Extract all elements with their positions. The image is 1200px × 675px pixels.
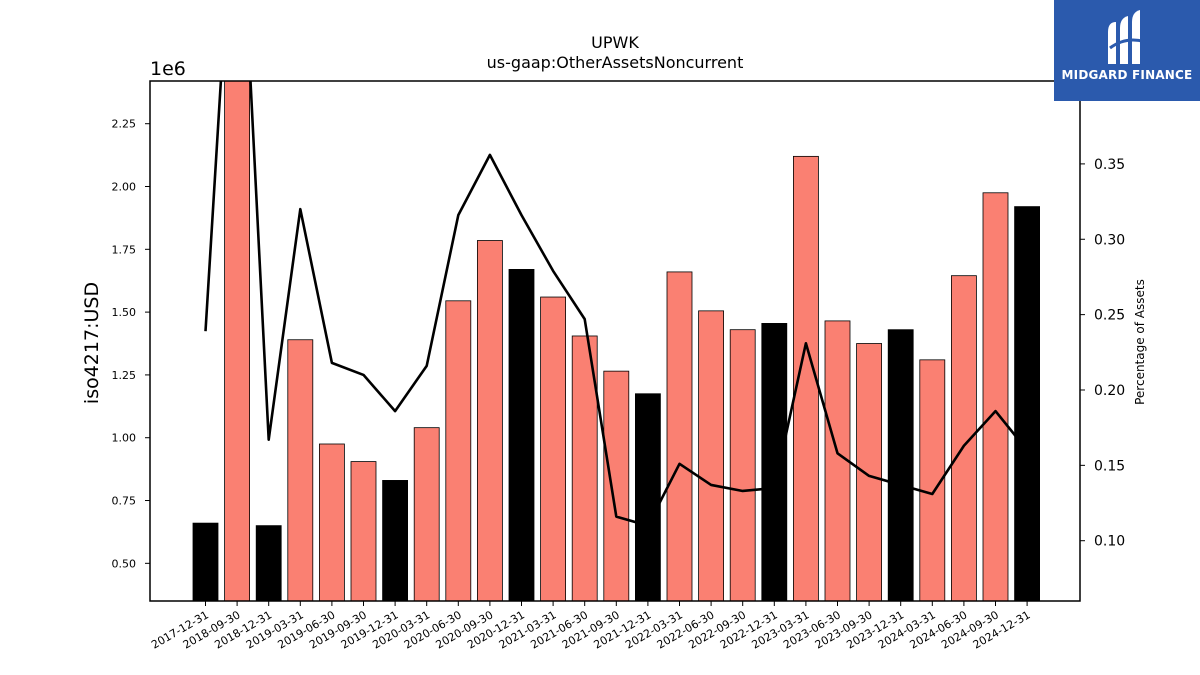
y2-tick-label: 0.20: [1094, 383, 1125, 399]
y-tick-label: 2.00: [112, 181, 137, 194]
y-tick-label: 1.50: [112, 306, 137, 319]
chart-subtitle: us-gaap:OtherAssetsNoncurrent: [487, 53, 744, 72]
bar-2020-06-30: [445, 300, 472, 601]
bar-2024-12-31: [1014, 206, 1040, 601]
bar-2021-12-31: [635, 393, 661, 601]
bar-2021-03-31: [540, 296, 566, 601]
bar-2024-09-30: [982, 192, 1009, 601]
y2-tick-label: 0.30: [1094, 232, 1125, 248]
y-multiplier-label: 1e6: [150, 58, 186, 80]
bar-2020-03-31: [413, 427, 440, 601]
plot-frame: [149, 80, 1081, 602]
bar-2021-09-30: [603, 370, 630, 601]
bar-2020-12-31: [508, 269, 535, 601]
bar-2021-06-30: [571, 335, 598, 601]
y2-axis-label: Percentage of Assets: [1133, 279, 1147, 405]
bar-2022-12-31: [761, 323, 788, 601]
bar-2020-09-30: [476, 240, 503, 601]
bar-2018-09-30: [224, 81, 251, 601]
x-axis: 2017-12-312018-09-302018-12-312019-03-31…: [149, 601, 1033, 652]
bar-2019-09-30: [350, 461, 377, 601]
midgard-logo-icon: [1108, 10, 1147, 64]
y2-tick-label: 0.25: [1094, 308, 1125, 324]
bar-2019-03-31: [287, 339, 314, 601]
bar-2024-06-30: [951, 275, 977, 601]
percentage-line: [204, 81, 1029, 527]
bar-2022-03-31: [666, 271, 693, 601]
bar-2017-12-31: [192, 522, 219, 601]
chart-title: UPWK: [591, 33, 639, 52]
y-tick-label: 0.75: [112, 495, 137, 508]
bar-2019-06-30: [318, 443, 345, 601]
y-tick-label: 1.00: [112, 432, 137, 445]
y-tick-label: 0.50: [112, 557, 137, 570]
y-tick-label: 2.25: [112, 118, 137, 131]
brand-logo-text: MIDGARD FINANCE: [1061, 68, 1193, 82]
y-axis: 0.50 0.75 1.00 1.25 1.50 1.75 2.00 2.25: [112, 118, 150, 570]
bar-2019-12-31: [382, 480, 409, 601]
y2-tick-label: 0.10: [1094, 534, 1125, 550]
bar-2022-09-30: [729, 329, 756, 601]
bar-2023-12-31: [887, 329, 914, 601]
line-layer: [204, 81, 1029, 527]
y-tick-label: 1.75: [112, 243, 137, 256]
bar-2022-06-30: [698, 310, 724, 601]
brand-logo: MIDGARD FINANCE: [1054, 0, 1200, 101]
y-axis-label: iso4217:USD: [81, 282, 103, 404]
y2-axis: 0.10 0.15 0.20 0.25 0.30 0.35: [1080, 157, 1125, 550]
bar-2018-12-31: [255, 525, 282, 601]
y2-tick-label: 0.35: [1094, 157, 1125, 173]
bar-2023-09-30: [856, 343, 882, 601]
bar-2023-06-30: [824, 320, 851, 601]
y2-tick-label: 0.15: [1094, 458, 1125, 474]
bars-layer: [192, 81, 1040, 601]
y-tick-label: 1.25: [112, 369, 137, 382]
